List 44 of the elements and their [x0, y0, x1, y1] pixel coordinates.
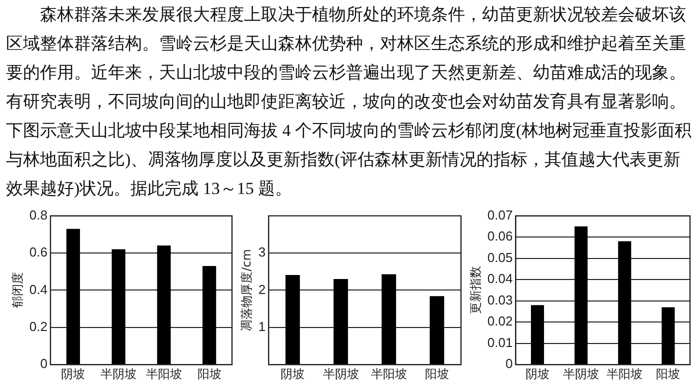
x-tick-label: 半阴坡: [563, 366, 600, 381]
y-tick-label: 0.01: [487, 334, 513, 350]
x-tick-label: 阴坡: [525, 366, 550, 381]
y-tick-label: 0.07: [487, 207, 513, 222]
bar: [662, 307, 675, 364]
bar: [574, 226, 588, 364]
x-tick-label: 阳坡: [197, 366, 222, 381]
y-tick-label: 0.06: [487, 228, 513, 244]
y-tick-label: 0: [40, 356, 48, 372]
y-tick-label: 0.05: [487, 250, 513, 265]
bar: [66, 228, 80, 364]
y-tick-label: 3: [258, 244, 266, 260]
y-axis-title: 更新指数: [468, 266, 482, 314]
y-tick-label: 2: [258, 282, 266, 297]
y-tick-label: 0.03: [487, 292, 513, 308]
y-axis-title: 凋落物厚度/cm: [239, 249, 254, 332]
bar: [157, 246, 171, 364]
bar: [202, 266, 216, 364]
x-tick-label: 半阳坡: [606, 366, 643, 381]
y-axis-title: 郁闭度: [10, 272, 24, 308]
bar: [334, 279, 348, 365]
bar: [430, 296, 444, 365]
bar: [285, 274, 300, 365]
bar: [112, 249, 126, 364]
y-tick-label: 1: [258, 318, 266, 334]
y-tick-label: 0.02: [487, 314, 513, 329]
y-tick-label: 0.6: [29, 244, 48, 260]
bar: [618, 241, 632, 364]
y-tick-label: 0.2: [29, 318, 48, 334]
x-tick-label: 阴坡: [280, 366, 305, 381]
x-tick-label: 半阴坡: [100, 366, 137, 381]
x-tick-label: 阳坡: [656, 366, 680, 381]
bar: [382, 274, 396, 365]
text: 森林群落未来发展很大程度上取决于植物所处的环境条件，幼苗更新状况较差会破坏该区域整体群落结构。雪岭云杉是天山森林优势种，对林区生态系统的形成和维护起着至关重要的作用。近年来，天山北坡中段的雪岭云杉普遍出现了天然更新差、幼苗难成活的现象。有研究表明，不同坡向间的山地即使距离较近，坡向的改变也会对幼苗发育具有显著影响。下图示意天山北坡中段某地相同海拔 4 个不同坡向的雪岭云杉郁闭度(林地树冠垂直投影面积与林地面积之比)、凋落物厚度以及更新指数(评估森林更新情况的指标，其值越大代表更新效果越好)状况。据此完成 13～15 题。: [5, 4, 693, 200]
y-tick-label: 0.4: [29, 282, 48, 297]
x-tick-label: 半阳坡: [146, 366, 182, 381]
y-tick-label: 0: [505, 356, 513, 372]
bar: [530, 305, 544, 364]
y-tick-label: 0.8: [29, 207, 48, 222]
x-tick-label: 阳坡: [424, 366, 449, 381]
x-tick-label: 半阴坡: [322, 366, 359, 381]
x-tick-label: 阴坡: [61, 366, 86, 381]
x-tick-label: 半阳坡: [370, 366, 407, 381]
y-tick-label: 0.04: [487, 271, 513, 286]
